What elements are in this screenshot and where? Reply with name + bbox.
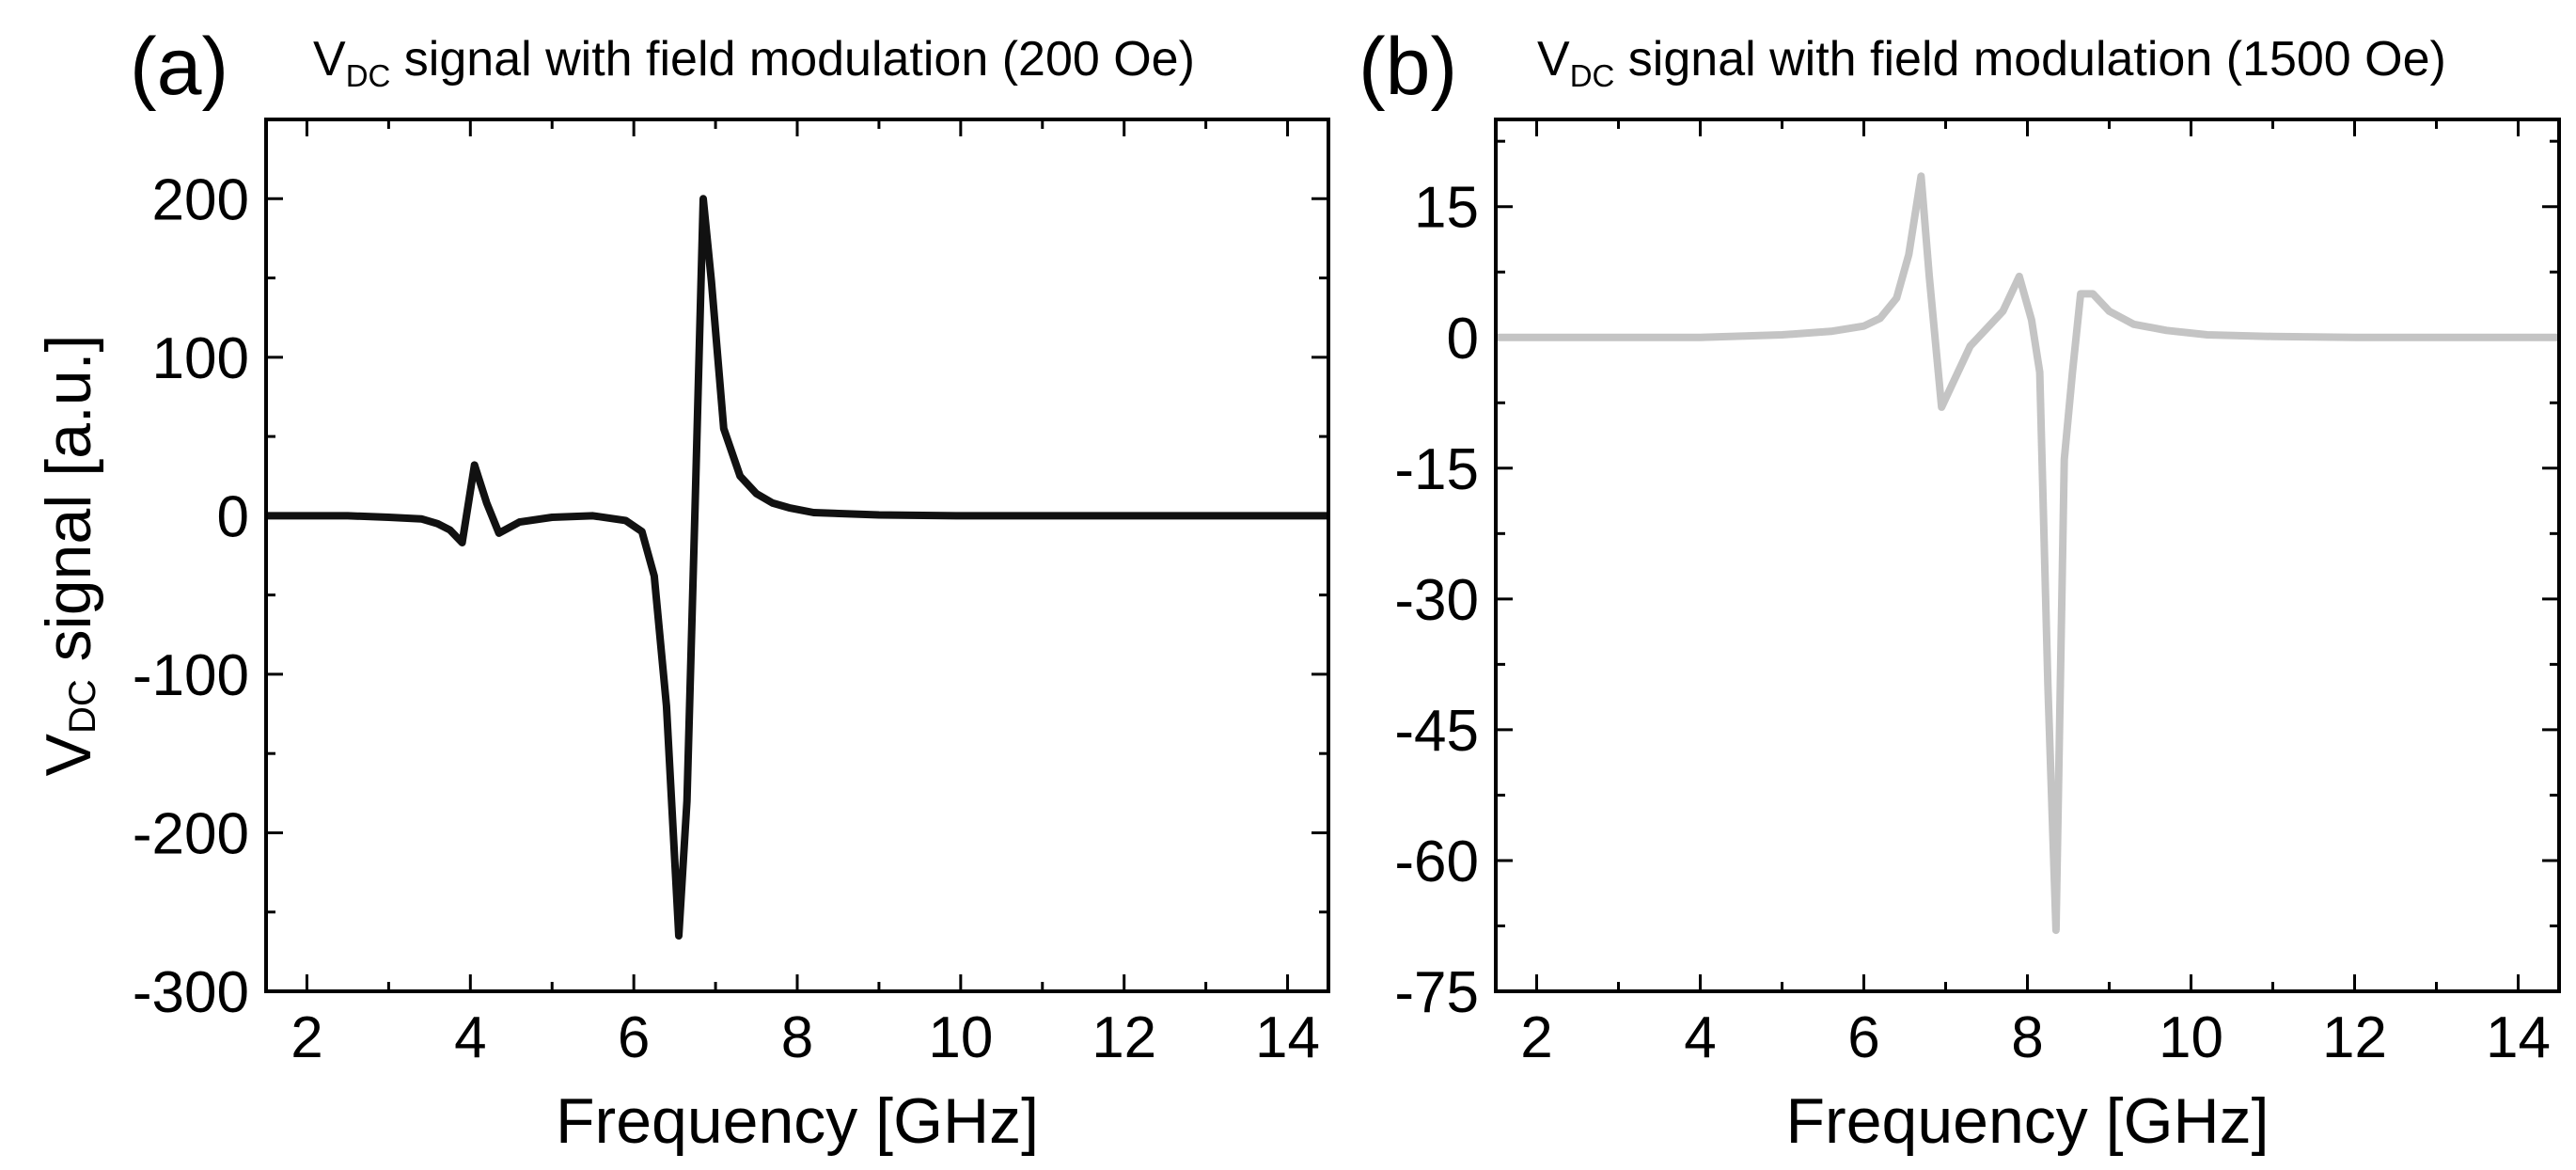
series-line [1496,172,2559,935]
y-tick-label: -15 [1394,437,1479,502]
y-axis-label-main: V [33,733,104,776]
x-tick-label: 4 [454,1005,486,1070]
plot-frame [264,118,1330,993]
y-tick-label: -30 [1394,568,1479,633]
x-tick-label: 10 [928,1005,993,1070]
x-tick-label: 14 [2486,1005,2551,1070]
x-tick-label: 2 [1520,1005,1552,1070]
y-tick-label: -200 [133,801,249,866]
panel-label: (b) [1359,22,1457,112]
panel-a: (a) VDC signal with field modulation (200… [33,22,1330,1157]
y-axis-label-rest: signal [a.u.] [33,335,104,680]
y-tick-label: 100 [152,326,249,391]
y-tick-label: 0 [1447,307,1479,372]
x-tick-label: 12 [1092,1005,1156,1070]
panel-b: (b) VDC signal with field modulation (150… [1359,22,2561,1157]
x-tick-label: 8 [2011,1005,2043,1070]
x-tick-label: 6 [618,1005,650,1070]
y-tick-label: 200 [152,167,249,232]
x-tick-label: 12 [2322,1005,2387,1070]
y-tick-label: -60 [1394,830,1479,894]
y-tick-label: -300 [133,960,249,1025]
series-line [266,195,1328,940]
y-axis-label-subscript: DC [62,679,103,734]
x-tick-label: 4 [1684,1005,1716,1070]
x-axis-label: Frequency [GHz] [556,1085,1039,1157]
x-tick-label: 8 [781,1005,813,1070]
chart-title-main: V [313,32,346,87]
chart-title: VDC signal with field modulation (1500 O… [1537,32,2446,93]
chart-title-rest: signal with field modulation (200 Oe) [390,32,1195,87]
plot-frame [1494,118,2561,993]
y-tick-label: -75 [1394,960,1479,1025]
panel-label: (a) [130,22,228,112]
chart-title-subscript: DC [346,58,391,93]
chart-title-main: V [1537,32,1570,87]
x-tick-label: 6 [1847,1005,1879,1070]
chart-title: VDC signal with field modulation (200 Oe… [313,32,1195,93]
y-tick-label: -100 [133,643,249,708]
x-tick-label: 2 [291,1005,322,1070]
y-tick-label: 15 [1414,176,1479,241]
x-axis-label: Frequency [GHz] [1786,1085,2270,1157]
chart-title-rest: signal with field modulation (1500 Oe) [1614,32,2445,87]
chart-title-subscript: DC [1570,58,1615,93]
x-tick-label: 10 [2159,1005,2223,1070]
y-axis-label: VDC signal [a.u.] [33,335,104,777]
y-tick-label: 0 [217,484,249,549]
y-tick-label: -45 [1394,699,1479,764]
x-tick-label: 14 [1255,1005,1320,1070]
